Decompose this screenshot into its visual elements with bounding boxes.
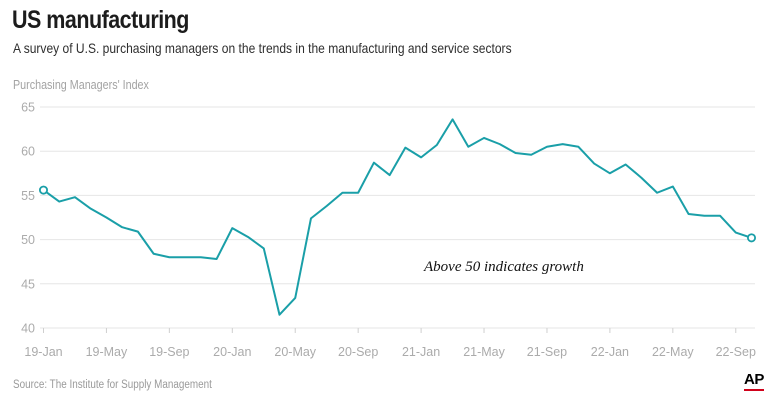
x-tick-label: 20-Sep <box>338 345 378 359</box>
series-layer <box>39 118 757 316</box>
y-tick-label: 65 <box>21 101 35 115</box>
x-tick-label: 19-Sep <box>149 345 189 359</box>
chart-title: US manufacturing <box>12 6 189 34</box>
x-tick-label: 22-Sep <box>716 345 756 359</box>
growth-annotation: Above 50 indicates growth <box>423 259 584 275</box>
x-tick-label: 19-Jan <box>24 345 62 359</box>
y-tick-label: 45 <box>21 277 35 291</box>
source-note: Source: The Institute for Supply Managem… <box>13 379 212 391</box>
y-tick-label: 40 <box>21 322 35 336</box>
y-tick-label: 50 <box>21 233 35 247</box>
y-tick-labels: 40 45 50 55 60 65 <box>21 101 35 336</box>
x-tick-label: 21-Sep <box>527 345 567 359</box>
x-tick-label: 20-Jan <box>213 345 251 359</box>
x-tick-label: 21-May <box>463 345 505 359</box>
x-tick-label: 22-May <box>652 345 694 359</box>
x-tick-labels: 19-Jan 19-May 19-Sep 20-Jan 20-May 20-Sep 21-J… <box>24 328 756 359</box>
pmi-series-line <box>42 118 753 316</box>
x-tick-label: 22-Jan <box>591 345 629 359</box>
x-tick-label: 19-May <box>86 345 128 359</box>
y-tick-label: 60 <box>21 145 35 159</box>
start-point-marker <box>39 185 49 195</box>
x-tick-label: 20-May <box>274 345 316 359</box>
y-axis-label: Purchasing Managers' Index <box>13 78 149 92</box>
ap-logo: AP <box>744 371 764 391</box>
grid-lines <box>40 106 755 329</box>
chart-subtitle: A survey of U.S. purchasing managers on … <box>13 40 512 56</box>
y-tick-label: 55 <box>21 189 35 203</box>
x-tick-label: 21-Jan <box>402 345 440 359</box>
end-point-marker <box>747 233 757 243</box>
